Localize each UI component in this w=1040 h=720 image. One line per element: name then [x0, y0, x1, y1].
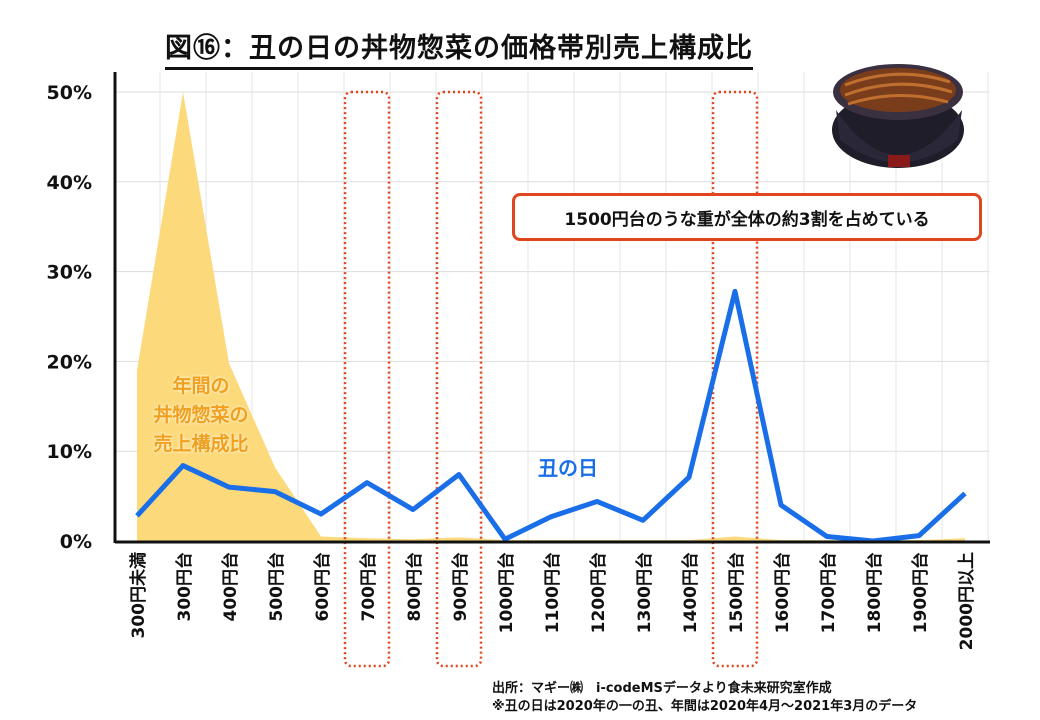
footnote: ※丑の日は2020年の一の丑、年間は2020年4月～2021年3月のデータ — [492, 699, 918, 714]
y-tick-label: 30% — [47, 262, 92, 284]
callout-annotation: 1500円台のうな重が全体の約3割を占めている — [512, 193, 982, 241]
line-series-label: 丑の日 — [538, 456, 598, 480]
y-tick-label: 10% — [47, 441, 92, 463]
x-tick-label: 1100円台 — [542, 552, 563, 633]
x-tick-label: 900円台 — [450, 552, 471, 622]
highlight-box — [711, 90, 759, 668]
x-tick-label: 1600円台 — [772, 552, 793, 633]
x-tick-label: 800円台 — [404, 552, 425, 622]
y-tick-label: 50% — [47, 82, 92, 104]
area-series-label: 年間の 丼物惣菜の 売上構成比 — [136, 372, 266, 459]
x-tick-label: 1900円台 — [910, 552, 931, 633]
y-tick-label: 20% — [47, 351, 92, 373]
area-series-annual — [137, 92, 965, 541]
x-tick-label: 500円台 — [266, 552, 287, 622]
x-tick-label: 1300円台 — [634, 552, 655, 633]
area-label-line: 売上構成比 — [153, 433, 249, 455]
highlight-box — [435, 90, 483, 668]
x-tick-label: 1700円台 — [818, 552, 839, 633]
x-tick-label: 700円台 — [358, 552, 379, 622]
x-tick-label: 400円台 — [220, 552, 241, 622]
source-note: 出所：マギー㈱ i-codeMSデータより食未来研究室作成 — [492, 681, 832, 696]
highlight-box — [343, 90, 391, 668]
x-tick-label: 1800円台 — [864, 552, 885, 633]
x-tick-label: 1500円台 — [726, 552, 747, 633]
x-tick-label: 1200円台 — [588, 552, 609, 633]
x-tick-label: 600円台 — [312, 552, 333, 622]
x-tick-label: 2000円以上 — [957, 552, 977, 650]
unaju-bowl-illustration — [832, 64, 964, 168]
y-tick-label: 40% — [47, 172, 92, 194]
x-tick-label: 300円未満 — [128, 552, 149, 639]
x-tick-label: 300円台 — [174, 552, 195, 622]
area-label-line: 丼物惣菜の — [153, 404, 249, 426]
area-label-line: 年間の — [172, 375, 230, 397]
x-tick-label: 1000円台 — [496, 552, 517, 633]
y-tick-label: 0% — [60, 531, 92, 553]
x-tick-label: 1400円台 — [680, 552, 701, 633]
chart-title: 図⑯：丑の日の丼物惣菜の価格帯別売上構成比 — [165, 26, 753, 70]
